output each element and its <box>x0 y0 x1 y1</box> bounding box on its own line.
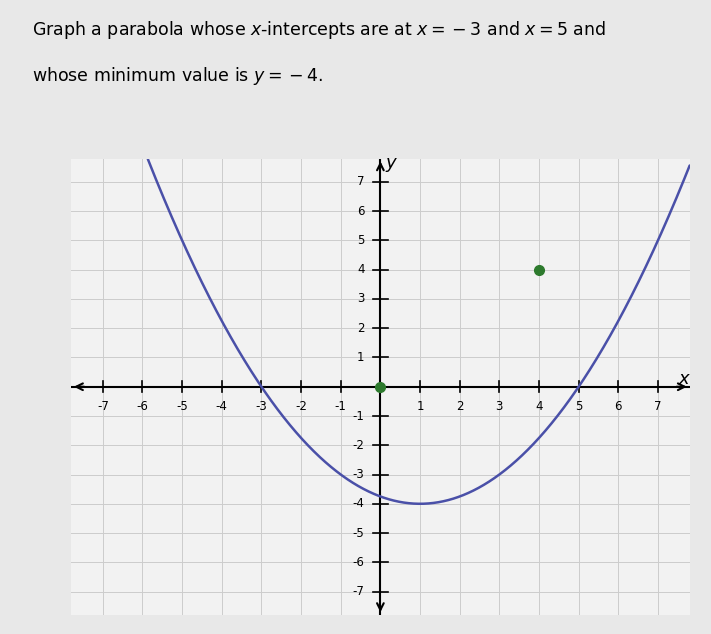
Text: -7: -7 <box>97 400 109 413</box>
Text: 5: 5 <box>575 400 582 413</box>
Text: -3: -3 <box>353 468 365 481</box>
Text: 7: 7 <box>654 400 662 413</box>
Text: 2: 2 <box>357 321 365 335</box>
Text: whose minimum value is $y=-4$.: whose minimum value is $y=-4$. <box>32 65 323 87</box>
Text: 3: 3 <box>496 400 503 413</box>
Text: -5: -5 <box>176 400 188 413</box>
Text: Graph a parabola whose $x$-intercepts are at $x=-3$ and $x=5$ and: Graph a parabola whose $x$-intercepts ar… <box>32 19 606 41</box>
Text: -1: -1 <box>353 410 365 422</box>
Text: -7: -7 <box>353 585 365 598</box>
Text: -4: -4 <box>216 400 228 413</box>
Text: 7: 7 <box>357 176 365 188</box>
Text: -2: -2 <box>295 400 307 413</box>
Text: 6: 6 <box>614 400 622 413</box>
Text: -2: -2 <box>353 439 365 452</box>
Text: 3: 3 <box>357 292 365 306</box>
Text: 4: 4 <box>535 400 542 413</box>
Text: y: y <box>385 154 395 172</box>
Text: -1: -1 <box>335 400 347 413</box>
Text: -4: -4 <box>353 497 365 510</box>
Text: -6: -6 <box>137 400 149 413</box>
Text: -3: -3 <box>255 400 267 413</box>
Text: x: x <box>678 370 689 389</box>
Text: 2: 2 <box>456 400 464 413</box>
Text: -5: -5 <box>353 527 365 540</box>
Text: 6: 6 <box>357 205 365 217</box>
Text: 5: 5 <box>357 234 365 247</box>
Text: -6: -6 <box>353 556 365 569</box>
Text: 1: 1 <box>357 351 365 364</box>
Text: 1: 1 <box>416 400 424 413</box>
Text: 4: 4 <box>357 263 365 276</box>
